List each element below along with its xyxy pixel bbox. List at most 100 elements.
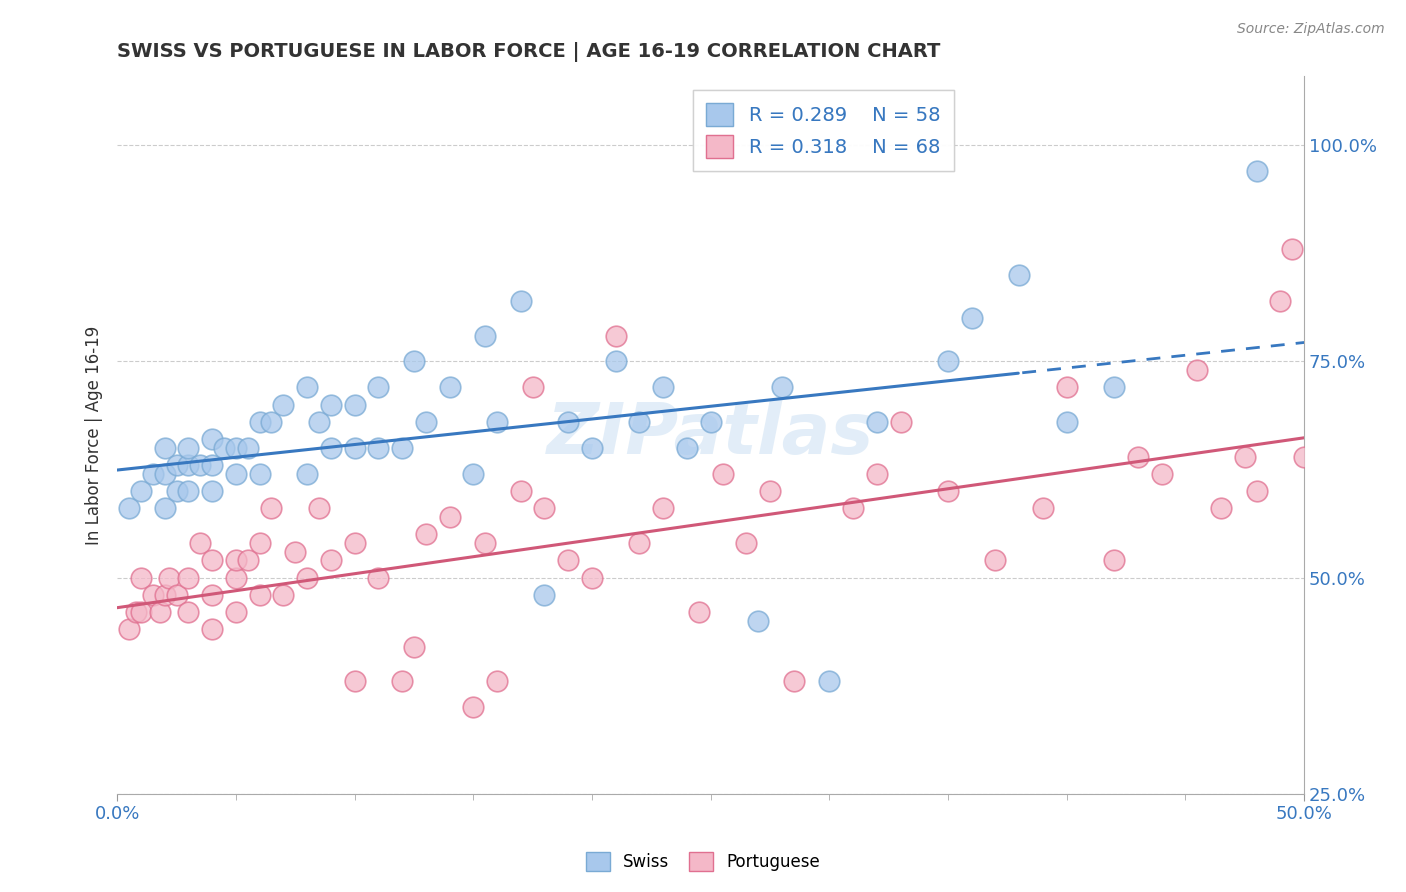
Point — [1246, 484, 1268, 499]
Point — [188, 536, 211, 550]
Point — [402, 354, 425, 368]
Point — [177, 484, 200, 499]
Point — [842, 501, 865, 516]
Point — [166, 484, 188, 499]
Point — [343, 536, 366, 550]
Point — [367, 441, 389, 455]
Point — [439, 380, 461, 394]
Point — [1008, 268, 1031, 282]
Point — [343, 398, 366, 412]
Point — [153, 588, 176, 602]
Point — [533, 588, 555, 602]
Point — [474, 328, 496, 343]
Point — [866, 467, 889, 481]
Point — [509, 484, 531, 499]
Point — [166, 458, 188, 473]
Point — [236, 553, 259, 567]
Legend: R = 0.289    N = 58, R = 0.318    N = 68: R = 0.289 N = 58, R = 0.318 N = 68 — [693, 89, 955, 171]
Point — [1102, 380, 1125, 394]
Point — [391, 674, 413, 689]
Point — [249, 415, 271, 429]
Point — [783, 674, 806, 689]
Point — [866, 415, 889, 429]
Text: Source: ZipAtlas.com: Source: ZipAtlas.com — [1237, 22, 1385, 37]
Point — [699, 415, 721, 429]
Point — [236, 441, 259, 455]
Point — [415, 527, 437, 541]
Point — [415, 415, 437, 429]
Point — [149, 605, 172, 619]
Text: ZIPatlas: ZIPatlas — [547, 401, 875, 469]
Point — [295, 467, 318, 481]
Point — [129, 605, 152, 619]
Point — [367, 380, 389, 394]
Point — [770, 380, 793, 394]
Point — [463, 467, 485, 481]
Point — [188, 458, 211, 473]
Point — [319, 441, 342, 455]
Point — [166, 588, 188, 602]
Point — [652, 380, 675, 394]
Point — [605, 354, 627, 368]
Point — [319, 398, 342, 412]
Point — [557, 415, 579, 429]
Point — [1102, 553, 1125, 567]
Point — [1126, 450, 1149, 464]
Point — [402, 640, 425, 654]
Point — [153, 467, 176, 481]
Point — [1032, 501, 1054, 516]
Point — [735, 536, 758, 550]
Point — [711, 467, 734, 481]
Point — [343, 441, 366, 455]
Point — [1187, 363, 1209, 377]
Point — [157, 570, 180, 584]
Point — [201, 458, 224, 473]
Point — [249, 536, 271, 550]
Point — [273, 398, 295, 412]
Point — [474, 536, 496, 550]
Point — [984, 553, 1007, 567]
Point — [295, 570, 318, 584]
Point — [225, 553, 247, 567]
Point — [225, 570, 247, 584]
Point — [1056, 415, 1078, 429]
Point — [605, 328, 627, 343]
Point — [463, 700, 485, 714]
Y-axis label: In Labor Force | Age 16-19: In Labor Force | Age 16-19 — [86, 326, 103, 544]
Point — [212, 441, 235, 455]
Point — [936, 354, 959, 368]
Point — [1294, 450, 1316, 464]
Point — [125, 605, 148, 619]
Point — [201, 553, 224, 567]
Point — [628, 415, 651, 429]
Point — [581, 570, 603, 584]
Point — [260, 415, 283, 429]
Point — [343, 674, 366, 689]
Point — [295, 380, 318, 394]
Point — [806, 813, 828, 827]
Point — [129, 570, 152, 584]
Point — [485, 674, 508, 689]
Point — [936, 484, 959, 499]
Point — [118, 623, 141, 637]
Point — [533, 501, 555, 516]
Point — [284, 544, 307, 558]
Point — [485, 415, 508, 429]
Point — [439, 510, 461, 524]
Point — [129, 484, 152, 499]
Point — [177, 441, 200, 455]
Point — [225, 467, 247, 481]
Point — [249, 588, 271, 602]
Point — [177, 605, 200, 619]
Point — [1209, 501, 1232, 516]
Point — [201, 484, 224, 499]
Point — [759, 484, 782, 499]
Point — [676, 441, 699, 455]
Point — [153, 501, 176, 516]
Point — [225, 441, 247, 455]
Point — [177, 570, 200, 584]
Point — [201, 432, 224, 446]
Point — [522, 380, 544, 394]
Point — [1246, 164, 1268, 178]
Point — [225, 605, 247, 619]
